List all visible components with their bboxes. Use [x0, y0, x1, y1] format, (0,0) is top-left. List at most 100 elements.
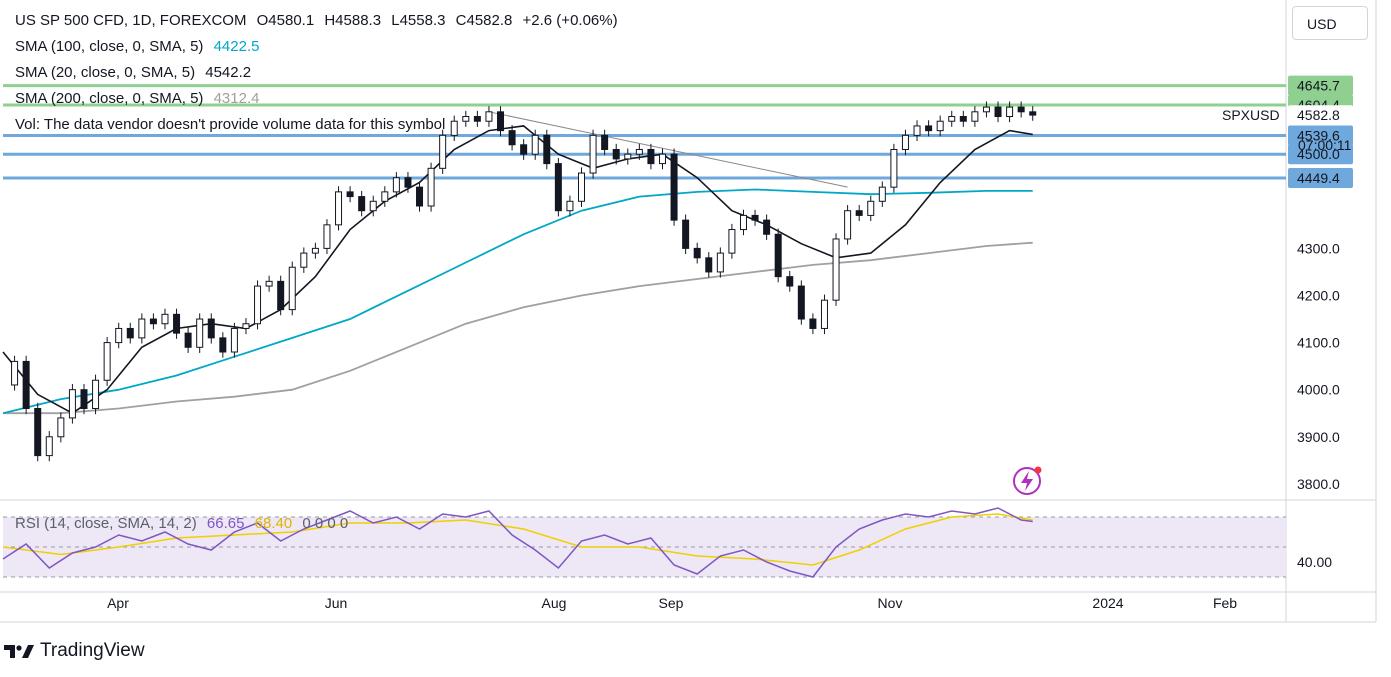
rsi-legend[interactable]: RSI (14, close, SMA, 14, 2) 66.65 68.40 … [15, 515, 354, 533]
candle-body[interactable] [439, 134, 447, 169]
candle-body[interactable] [138, 318, 146, 339]
candle-body[interactable] [462, 116, 470, 122]
candle-body[interactable] [115, 327, 123, 344]
sma100-legend[interactable]: SMA (100, close, 0, SMA, 5) 4422.5 [15, 38, 265, 56]
candle-body[interactable] [92, 379, 100, 410]
candle-body[interactable] [485, 111, 493, 122]
symbol-name[interactable]: US SP 500 CFD, 1D, FOREXCOM [15, 12, 247, 29]
candle-body[interactable] [473, 116, 481, 122]
candle-body[interactable] [22, 360, 30, 410]
candle-body[interactable] [612, 148, 620, 160]
candle-body[interactable] [867, 200, 875, 216]
candle-body[interactable] [265, 280, 273, 287]
candle-body[interactable] [1017, 106, 1025, 113]
candle-body[interactable] [901, 134, 909, 150]
candle-body[interactable] [358, 196, 366, 212]
candle-body[interactable] [369, 200, 377, 212]
candle-body[interactable] [705, 257, 713, 273]
candle-body[interactable] [670, 153, 678, 221]
candle-body[interactable] [682, 219, 690, 249]
candle-body[interactable] [288, 266, 296, 311]
candle-body[interactable] [34, 408, 42, 457]
candle-body[interactable] [982, 106, 990, 113]
candle-body[interactable] [647, 148, 655, 165]
sma200-line[interactable] [3, 241, 1033, 415]
candle-body[interactable] [277, 280, 285, 311]
candle-body[interactable] [693, 247, 701, 259]
candle-body[interactable] [994, 106, 1002, 118]
rsi-line[interactable] [2, 507, 1033, 578]
candle-body[interactable] [855, 210, 863, 216]
candle-body[interactable] [774, 233, 782, 278]
candle-body[interactable] [589, 134, 597, 174]
candle-body[interactable] [531, 134, 539, 155]
candle-body[interactable] [959, 116, 967, 122]
candle-body[interactable] [751, 214, 759, 221]
candle-body[interactable] [716, 252, 724, 273]
candle-body[interactable] [311, 247, 319, 254]
candle-body[interactable] [11, 360, 19, 386]
sma200-legend[interactable]: SMA (200, close, 0, SMA, 5) 4312.4 [15, 90, 265, 108]
candle-body[interactable] [126, 327, 134, 339]
candle-body[interactable] [404, 177, 412, 188]
candle-body[interactable] [427, 167, 435, 207]
candle-body[interactable] [635, 148, 643, 155]
candle-body[interactable] [242, 323, 250, 329]
candle-body[interactable] [300, 252, 308, 268]
candle-body[interactable] [520, 144, 528, 155]
candle-body[interactable] [346, 191, 354, 198]
candle-body[interactable] [149, 318, 157, 325]
candle-body[interactable] [601, 134, 609, 150]
candle-body[interactable] [566, 200, 574, 212]
candle-body[interactable] [508, 130, 516, 146]
candle-body[interactable] [381, 191, 389, 202]
candle-body[interactable] [578, 172, 585, 202]
sma20-line[interactable] [2, 125, 1033, 415]
lightning-alert-icon[interactable] [1013, 467, 1041, 495]
candle-body[interactable] [207, 318, 215, 339]
candle-body[interactable] [184, 332, 192, 348]
candle-body[interactable] [832, 238, 840, 301]
candle-body[interactable] [624, 153, 632, 160]
candle-body[interactable] [1006, 106, 1014, 118]
candle-body[interactable] [219, 337, 227, 353]
candle-body[interactable] [392, 177, 400, 193]
candle-body[interactable] [103, 342, 111, 381]
candle-body[interactable] [497, 111, 505, 132]
candle-body[interactable] [658, 153, 666, 165]
candle-body[interactable] [844, 210, 852, 240]
candle-body[interactable] [763, 219, 771, 235]
candle-body[interactable] [68, 389, 76, 419]
candle-body[interactable] [335, 191, 343, 226]
volume-legend[interactable]: Vol: The data vendor doesn't provide vol… [15, 116, 451, 134]
currency-button[interactable]: USD [1292, 6, 1368, 40]
candle-body[interactable] [45, 436, 53, 457]
candle-body[interactable] [543, 134, 551, 165]
tradingview-logo[interactable]: TradingView [4, 640, 145, 662]
candle-body[interactable] [797, 285, 805, 320]
rsi-sma-line[interactable] [2, 513, 1033, 566]
candle-body[interactable] [913, 125, 921, 136]
candle-body[interactable] [80, 389, 88, 410]
sma20-legend[interactable]: SMA (20, close, 0, SMA, 5) 4542.2 [15, 64, 257, 82]
candle-body[interactable] [1029, 111, 1037, 116]
candle-body[interactable] [739, 214, 747, 231]
candle-body[interactable] [786, 276, 794, 287]
candle-body[interactable] [820, 299, 828, 329]
candle-body[interactable] [728, 229, 736, 254]
candle-body[interactable] [57, 417, 65, 438]
candle-body[interactable] [948, 116, 956, 122]
candle-body[interactable] [450, 120, 458, 136]
candle-body[interactable] [925, 125, 933, 132]
trendline[interactable] [488, 111, 848, 188]
candle-body[interactable] [890, 148, 898, 188]
candle-body[interactable] [230, 327, 238, 353]
candle-body[interactable] [196, 318, 204, 348]
candle-body[interactable] [323, 224, 331, 249]
candle-body[interactable] [254, 285, 262, 325]
candle-body[interactable] [416, 186, 424, 207]
sma100-line[interactable] [2, 188, 1033, 415]
candle-body[interactable] [173, 313, 181, 334]
candle-body[interactable] [936, 120, 944, 132]
